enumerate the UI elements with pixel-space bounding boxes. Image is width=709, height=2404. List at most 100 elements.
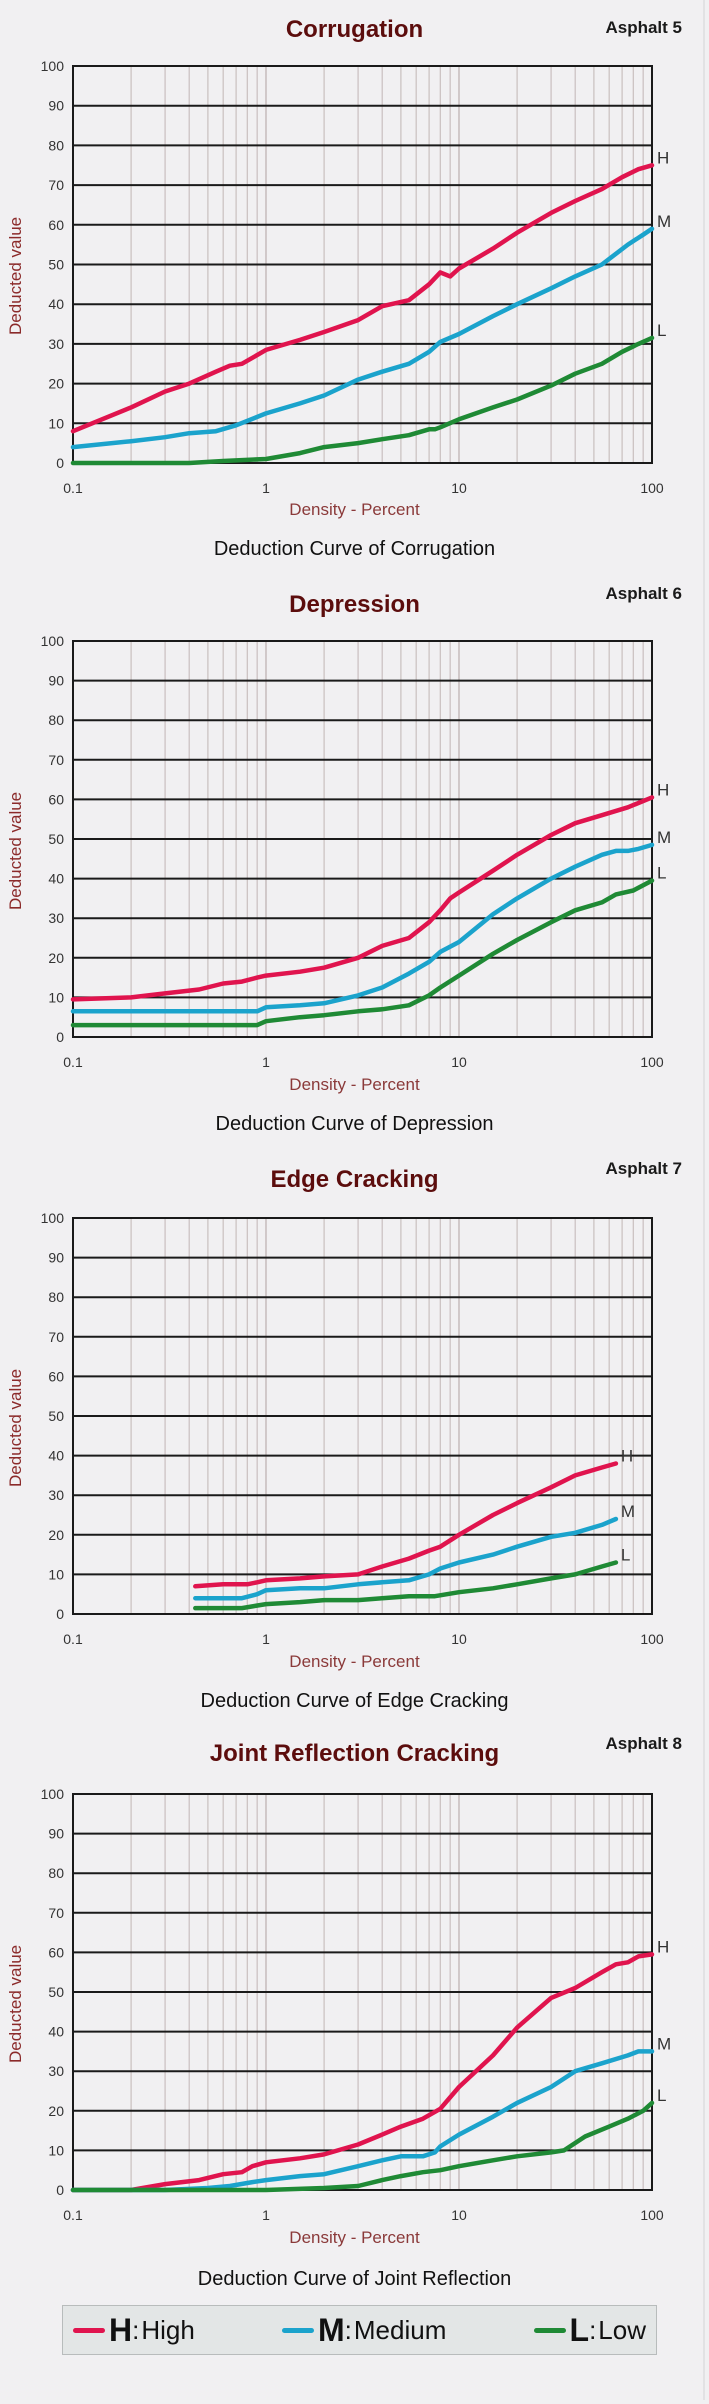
series-end-label-low: L (657, 864, 666, 883)
legend-item-low: L : Low (533, 2311, 646, 2349)
series-line-high (70, 163, 655, 434)
y-tick-label: 20 (48, 1527, 64, 1543)
x-tick-label: 100 (640, 1631, 664, 1647)
series-end-label-high: H (621, 1447, 633, 1466)
x-tick-label: 0.1 (63, 2207, 83, 2223)
x-tick-label: 10 (451, 1054, 467, 1070)
x-tick-label: 10 (451, 1631, 467, 1647)
legend-sep: : (344, 2314, 352, 2345)
chart-caption: Deduction Curve of Edge Cracking (200, 1690, 509, 1712)
series-line-high (193, 1461, 619, 1589)
y-tick-label: 70 (48, 752, 64, 768)
chart-code-label: Asphalt 8 (605, 1734, 682, 1753)
legend-key: M (317, 2311, 345, 2348)
y-tick-label: 40 (48, 2024, 64, 2040)
series-line-high (70, 795, 655, 1002)
series-line-low (193, 1560, 619, 1611)
y-tick-label: 10 (48, 989, 64, 1005)
x-tick-label: 100 (640, 2207, 664, 2223)
y-tick-label: 70 (48, 1329, 64, 1345)
x-axis-label: Density - Percent (289, 500, 420, 519)
plot-frame (72, 65, 653, 464)
legend-swatch-high (73, 2327, 105, 2333)
series-end-label-low: L (621, 1546, 630, 1565)
x-tick-label: 1 (262, 480, 270, 496)
plot-frame (72, 1793, 653, 2191)
y-tick-label: 30 (48, 910, 64, 926)
y-tick-label: 100 (41, 1210, 65, 1226)
x-tick-label: 0.1 (63, 1631, 83, 1647)
series-line-low (70, 2100, 655, 2193)
y-tick-label: 40 (48, 296, 64, 312)
y-tick-label: 90 (48, 1250, 64, 1266)
x-tick-label: 100 (640, 480, 664, 496)
chart-title: Corrugation (285, 16, 424, 43)
series-end-label-medium: M (657, 2034, 671, 2053)
chart-caption: Deduction Curve of Corrugation (213, 538, 496, 560)
x-axis-label: Density - Percent (289, 2228, 420, 2247)
plot-frame (72, 640, 653, 1038)
legend-label: High (141, 2314, 195, 2345)
series-end-label-high: H (657, 148, 669, 167)
series-end-label-low: L (657, 321, 666, 340)
y-tick-label: 50 (48, 831, 64, 847)
legend-key: L (569, 2311, 590, 2348)
y-tick-label: 40 (48, 1448, 64, 1464)
y-tick-label: 0 (56, 1029, 64, 1045)
plot-area: 0 10 20 30 40 50 60 70 80 90 100 0.1 1 10 100 H M L (41, 1786, 672, 2223)
y-tick-label: 80 (48, 1865, 64, 1881)
series-line-medium (70, 842, 655, 1014)
legend-item-high: H : High (73, 2312, 195, 2349)
y-tick-label: 20 (48, 2103, 64, 2119)
y-tick-label: 90 (48, 1826, 64, 1842)
series-end-label-medium: M (657, 212, 671, 231)
chart-title: Edge Cracking (270, 1166, 439, 1193)
series-line-medium (193, 1516, 619, 1601)
y-tick-label: 0 (56, 2182, 64, 2198)
y-tick-label: 50 (48, 1984, 64, 2000)
legend-label: Low (598, 2314, 646, 2345)
chart-caption: Deduction Curve of Joint Reflection (197, 2268, 512, 2290)
y-tick-label: 30 (48, 2063, 64, 2079)
series-end-label-medium: M (621, 1502, 635, 1521)
legend-item-medium: M : Medium (281, 2311, 446, 2349)
series-line-medium (70, 2049, 655, 2193)
y-tick-label: 100 (41, 633, 65, 649)
y-tick-label: 10 (48, 415, 64, 431)
x-tick-label: 1 (262, 2207, 270, 2223)
y-tick-label: 100 (41, 58, 65, 74)
y-tick-label: 0 (56, 455, 64, 471)
y-tick-label: 60 (48, 791, 64, 807)
plot-frame (72, 1217, 653, 1615)
x-tick-label: 10 (451, 2207, 467, 2223)
y-tick-label: 40 (48, 871, 64, 887)
chart-title: Depression (289, 591, 420, 618)
y-tick-label: 60 (48, 1944, 64, 1960)
x-tick-label: 1 (262, 1054, 270, 1070)
legend: H : High M : Medium L : Low (62, 2305, 657, 2355)
x-tick-label: 0.1 (63, 480, 83, 496)
series-line-medium (70, 226, 655, 450)
y-tick-label: 30 (48, 336, 64, 352)
legend-sep: : (132, 2314, 140, 2345)
x-tick-label: 1 (262, 1631, 270, 1647)
x-tick-label: 10 (451, 480, 467, 496)
y-tick-label: 80 (48, 137, 64, 153)
y-tick-label: 70 (48, 1905, 64, 1921)
x-axis-label: Density - Percent (289, 1075, 420, 1094)
series-line-high (70, 1952, 655, 2193)
y-tick-label: 100 (41, 1786, 65, 1802)
series-end-label-high: H (657, 1937, 669, 1956)
y-tick-label: 20 (48, 950, 64, 966)
y-tick-label: 10 (48, 2142, 64, 2158)
y-tick-label: 60 (48, 217, 64, 233)
series-line-low (70, 335, 655, 466)
series-end-label-high: H (657, 780, 669, 799)
series-line-low (70, 878, 655, 1028)
series-end-label-low: L (657, 2086, 666, 2105)
chart-code-label: Asphalt 7 (605, 1159, 682, 1178)
chart-code-label: Asphalt 5 (605, 18, 682, 37)
